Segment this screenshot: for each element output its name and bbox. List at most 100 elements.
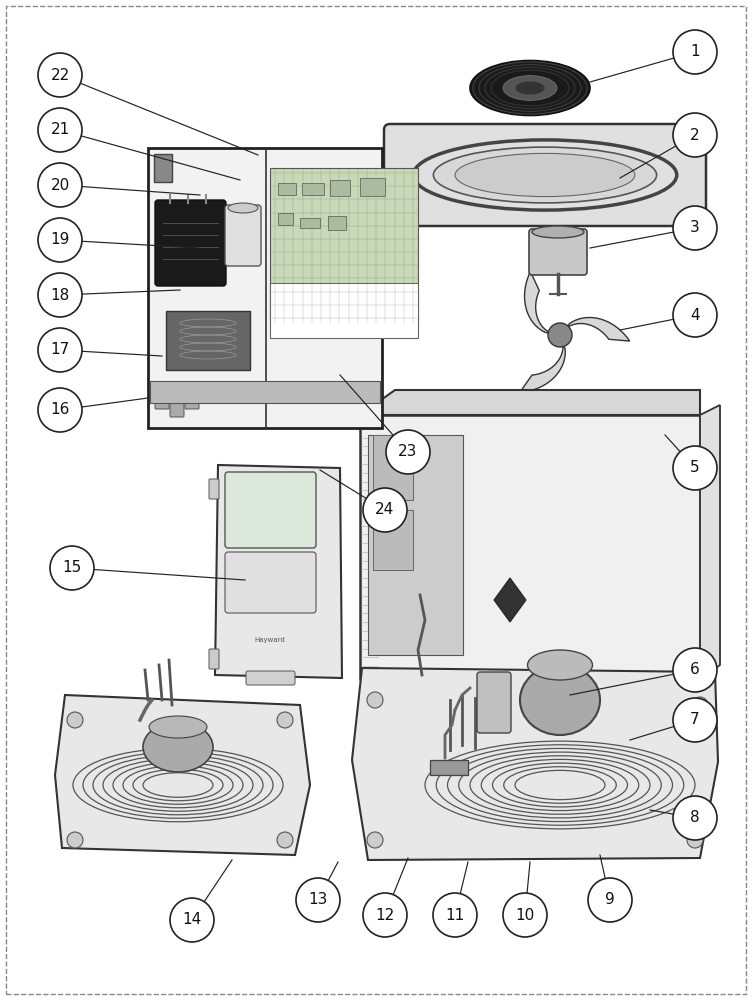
Polygon shape: [700, 405, 720, 680]
Text: 15: 15: [62, 560, 82, 576]
Polygon shape: [566, 317, 629, 341]
Circle shape: [277, 712, 293, 728]
Text: 9: 9: [605, 892, 615, 908]
Circle shape: [673, 698, 717, 742]
Ellipse shape: [149, 716, 207, 738]
Circle shape: [367, 832, 383, 848]
Circle shape: [170, 898, 214, 942]
Text: 5: 5: [690, 460, 700, 476]
Circle shape: [673, 293, 717, 337]
FancyBboxPatch shape: [384, 124, 706, 226]
FancyBboxPatch shape: [278, 183, 296, 195]
FancyBboxPatch shape: [328, 216, 346, 230]
Polygon shape: [520, 343, 566, 392]
Text: 3: 3: [690, 221, 700, 235]
Circle shape: [673, 648, 717, 692]
Circle shape: [687, 832, 703, 848]
FancyBboxPatch shape: [368, 435, 463, 655]
Polygon shape: [360, 390, 700, 415]
Circle shape: [673, 796, 717, 840]
Circle shape: [50, 546, 94, 590]
Ellipse shape: [455, 153, 635, 197]
Circle shape: [363, 488, 407, 532]
Ellipse shape: [527, 650, 593, 680]
FancyBboxPatch shape: [278, 213, 293, 225]
Circle shape: [277, 832, 293, 848]
Circle shape: [386, 430, 430, 474]
Polygon shape: [430, 760, 468, 775]
Ellipse shape: [470, 60, 590, 115]
Polygon shape: [494, 578, 526, 622]
FancyBboxPatch shape: [209, 479, 219, 499]
Ellipse shape: [520, 665, 600, 735]
Text: 7: 7: [690, 712, 700, 728]
Polygon shape: [525, 272, 552, 334]
Text: 22: 22: [50, 68, 70, 83]
Text: 10: 10: [515, 908, 535, 922]
Circle shape: [38, 108, 82, 152]
FancyBboxPatch shape: [529, 229, 587, 275]
Text: 21: 21: [50, 122, 70, 137]
Circle shape: [363, 893, 407, 937]
Polygon shape: [352, 668, 718, 860]
FancyBboxPatch shape: [225, 472, 316, 548]
Text: 2: 2: [690, 127, 700, 142]
Circle shape: [38, 273, 82, 317]
FancyBboxPatch shape: [148, 148, 382, 428]
Circle shape: [433, 893, 477, 937]
Text: 16: 16: [50, 402, 70, 418]
FancyBboxPatch shape: [225, 205, 261, 266]
Circle shape: [367, 692, 383, 708]
FancyBboxPatch shape: [166, 311, 250, 370]
Ellipse shape: [143, 722, 213, 772]
FancyBboxPatch shape: [155, 200, 226, 286]
Text: 20: 20: [50, 178, 70, 192]
Ellipse shape: [503, 76, 557, 100]
FancyBboxPatch shape: [270, 168, 418, 323]
Circle shape: [38, 388, 82, 432]
Ellipse shape: [228, 203, 258, 213]
Polygon shape: [215, 465, 342, 678]
Circle shape: [673, 446, 717, 490]
FancyBboxPatch shape: [185, 392, 199, 409]
FancyBboxPatch shape: [302, 183, 324, 195]
FancyBboxPatch shape: [477, 672, 511, 733]
Ellipse shape: [515, 81, 545, 95]
Text: 11: 11: [445, 908, 465, 922]
FancyBboxPatch shape: [270, 283, 418, 338]
Circle shape: [38, 163, 82, 207]
Circle shape: [548, 323, 572, 347]
Circle shape: [67, 712, 83, 728]
Circle shape: [38, 328, 82, 372]
FancyBboxPatch shape: [300, 218, 320, 228]
Circle shape: [588, 878, 632, 922]
Text: 14: 14: [183, 912, 202, 928]
Text: 1: 1: [690, 44, 700, 60]
Circle shape: [38, 218, 82, 262]
Text: 19: 19: [50, 232, 70, 247]
Polygon shape: [360, 415, 700, 680]
Circle shape: [67, 832, 83, 848]
Text: 6: 6: [690, 662, 700, 678]
Circle shape: [296, 878, 340, 922]
FancyBboxPatch shape: [246, 671, 295, 685]
Text: 18: 18: [50, 288, 70, 302]
Ellipse shape: [532, 226, 584, 238]
Text: 8: 8: [690, 810, 700, 826]
Circle shape: [692, 697, 708, 713]
FancyBboxPatch shape: [209, 649, 219, 669]
Text: 12: 12: [375, 908, 395, 922]
Text: 4: 4: [690, 308, 700, 322]
FancyBboxPatch shape: [373, 435, 413, 500]
Ellipse shape: [433, 147, 656, 203]
Polygon shape: [55, 695, 310, 855]
Text: Hayward: Hayward: [255, 637, 285, 643]
FancyBboxPatch shape: [225, 552, 316, 613]
Text: 23: 23: [399, 444, 417, 460]
Text: 24: 24: [375, 502, 395, 518]
FancyBboxPatch shape: [170, 400, 184, 417]
Circle shape: [503, 893, 547, 937]
FancyBboxPatch shape: [155, 392, 169, 409]
FancyBboxPatch shape: [150, 381, 380, 403]
FancyBboxPatch shape: [373, 510, 413, 570]
